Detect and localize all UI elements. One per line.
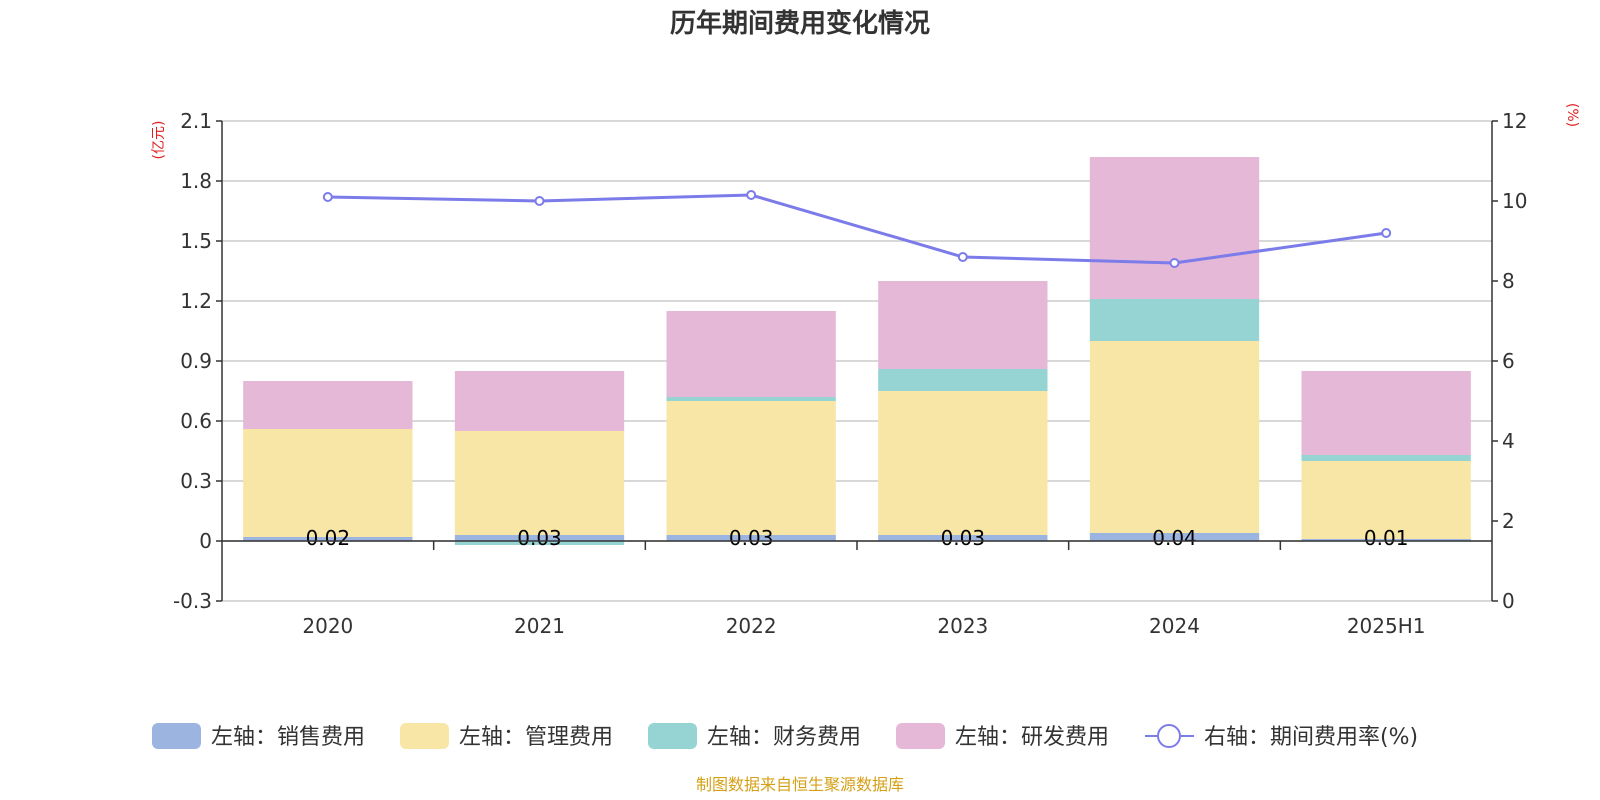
rate-point [322, 192, 333, 202]
bar-sales [1301, 539, 1471, 541]
bar-admin [243, 429, 413, 537]
legend-swatch-rnd [896, 723, 945, 749]
rate-point [1381, 228, 1392, 238]
bar-rnd [454, 371, 625, 431]
left-tick-label: 0.3 [180, 469, 212, 493]
grid-layer [222, 120, 1492, 602]
x-tick-label: 2025H1 [1347, 614, 1426, 638]
legend: 左轴：销售费用 左轴：管理费用 左轴：财务费用 左轴：研发费用 右轴：期间费用率(%) [152, 723, 1418, 750]
right-tick-label: 0 [1502, 589, 1515, 613]
right-axis-unit: (%) [1564, 103, 1580, 127]
bar-sales [666, 535, 836, 541]
bar-admin [878, 391, 1048, 535]
rate-point [534, 196, 545, 206]
right-tick-label: 2 [1502, 509, 1515, 533]
rate-line [327, 193, 1387, 265]
left-axis-unit: (亿元) [151, 121, 167, 160]
bar-rnd [878, 281, 1048, 369]
source-note: 制图数据来自恒生聚源数据库 [696, 775, 904, 794]
left-tick-label: -0.3 [173, 589, 212, 613]
data-label: 0.03 [729, 526, 774, 550]
bar-admin [1301, 461, 1471, 539]
data-label: 0.02 [306, 526, 351, 550]
x-tick-label: 2020 [302, 614, 353, 638]
legend-swatch-finance [648, 723, 697, 749]
right-tick-label: 10 [1502, 189, 1527, 213]
legend-label: 右轴：期间费用率(%) [1204, 725, 1418, 750]
bar-sales [454, 535, 625, 541]
bar-sales [243, 537, 413, 541]
data-label: 0.03 [941, 526, 986, 550]
right-tick-label: 4 [1502, 429, 1515, 453]
bar-admin [666, 401, 836, 535]
chart-title: 历年期间费用变化情况 [670, 8, 930, 39]
x-tick-label: 2024 [1149, 614, 1200, 638]
bar-rnd [1089, 157, 1260, 299]
bar-finance [666, 397, 836, 401]
data-label: 0.03 [517, 526, 562, 550]
bar-finance [454, 541, 625, 545]
legend-label: 左轴：管理费用 [459, 725, 613, 750]
data-label: 0.01 [1364, 526, 1409, 550]
rate-point [957, 252, 968, 262]
right-tick-label: 6 [1502, 349, 1515, 373]
right-tick-label: 12 [1502, 109, 1527, 133]
legend-label: 左轴：销售费用 [211, 725, 365, 750]
right-tick-label: 8 [1502, 269, 1515, 293]
left-tick-label: 0.9 [180, 349, 212, 373]
bar-admin [1089, 341, 1260, 533]
legend-swatch-sales [152, 723, 201, 749]
bar-sales [878, 535, 1048, 541]
left-tick-label: 1.5 [180, 229, 212, 253]
x-tick-label: 2021 [514, 614, 565, 638]
left-tick-label: 0.6 [180, 409, 212, 433]
data-label: 0.04 [1152, 526, 1197, 550]
rate-line-layer [322, 190, 1392, 268]
bars-layer: 0.02 0.03 0.03 0.03 0.04 0.01 [243, 157, 1471, 550]
legend-swatch-admin [400, 723, 449, 749]
legend-label: 左轴：研发费用 [955, 725, 1109, 750]
left-tick-label: 1.8 [180, 169, 212, 193]
bar-rnd [243, 381, 413, 429]
bar-rnd [666, 311, 836, 397]
legend-marker-rate [1157, 724, 1181, 748]
bar-finance [878, 369, 1048, 391]
left-tick-label: 1.2 [180, 289, 212, 313]
left-tick-label: 0 [199, 529, 212, 553]
x-tick-label: 2022 [726, 614, 777, 638]
bar-sales [1089, 533, 1260, 541]
rate-point [1169, 258, 1180, 268]
bar-finance [1301, 455, 1471, 461]
x-tick-label: 2023 [937, 614, 988, 638]
left-tick-label: 2.1 [180, 109, 212, 133]
legend-label: 左轴：财务费用 [707, 725, 861, 750]
bar-finance [1089, 299, 1260, 341]
bar-rnd [1301, 371, 1471, 455]
rate-point [746, 190, 757, 200]
bar-admin [454, 431, 625, 535]
